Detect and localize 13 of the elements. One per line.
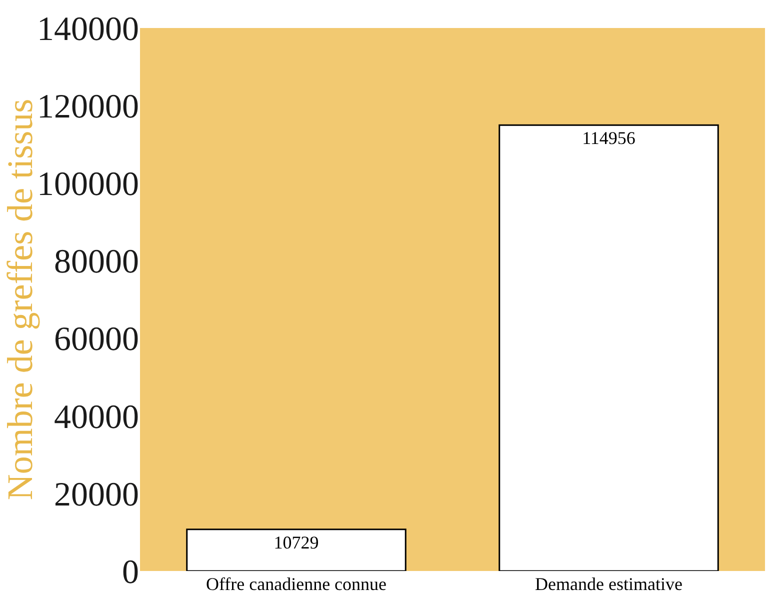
y-tick-label: 0: [122, 554, 139, 591]
data-label: 114956: [582, 128, 636, 148]
y-tick-label: 120000: [37, 88, 139, 126]
y-tick-label: 20000: [54, 476, 139, 514]
x-tick-label: Offre canadienne connue: [206, 574, 387, 594]
y-tick-label: 40000: [54, 398, 139, 436]
y-tick-label: 100000: [37, 166, 139, 204]
y-tick-label: 140000: [37, 10, 139, 48]
data-label: 10729: [274, 532, 319, 552]
y-tick-label: 80000: [54, 244, 139, 281]
y-tick-label: 60000: [54, 321, 139, 358]
y-axis-title: Nombre de greffes de tissus: [0, 98, 40, 500]
x-tick-label: Demande estimative: [535, 574, 682, 594]
